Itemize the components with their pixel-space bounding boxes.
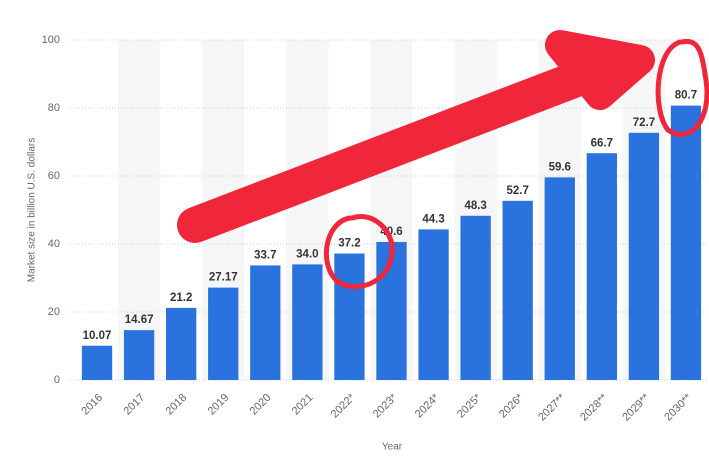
bar (586, 153, 617, 380)
arrow-head (545, 30, 655, 110)
value-label: 37.2 (338, 238, 360, 250)
value-label: 59.6 (549, 161, 571, 173)
annotations (177, 30, 709, 290)
x-tick-label: 2025* (455, 391, 484, 420)
bar (81, 345, 113, 380)
x-tick-label: 2030** (662, 391, 694, 423)
value-label: 66.7 (591, 137, 613, 149)
y-tick-label: 20 (48, 306, 60, 318)
y-tick-label: 100 (42, 34, 60, 46)
value-label: 48.3 (464, 200, 486, 212)
band-stripe (118, 40, 161, 380)
circle-2022 (323, 214, 395, 290)
value-label: 80.7 (675, 90, 697, 102)
circle-2030 (655, 38, 709, 137)
bar (292, 264, 323, 380)
x-tick-label: 2023* (371, 391, 400, 420)
y-tick-label: 80 (48, 102, 60, 114)
bar (670, 105, 702, 381)
x-tick-label: 2020 (248, 392, 274, 418)
y-tick-label: 0 (54, 374, 60, 386)
x-tick-label: 2028** (578, 391, 610, 423)
bar (544, 177, 575, 380)
x-tick-label: 2021 (290, 392, 316, 418)
x-tick-label: 2017 (121, 392, 147, 418)
value-label: 14.67 (125, 314, 154, 326)
x-tick-label: 2016 (79, 392, 105, 418)
bar (166, 307, 197, 380)
bar (418, 229, 449, 380)
y-tick-label: 40 (48, 238, 60, 250)
x-tick-label: 2018 (164, 392, 190, 418)
y-axis-title: Market size in billion U.S. dollars (27, 138, 38, 283)
x-tick-label: 2029** (620, 391, 652, 423)
value-label: 21.2 (170, 292, 192, 304)
value-label: 10.07 (83, 330, 112, 342)
bar (334, 253, 365, 380)
value-label: 72.7 (633, 117, 655, 129)
value-label: 33.7 (254, 249, 276, 261)
value-label: 34.0 (296, 248, 318, 260)
value-label: 52.7 (507, 185, 529, 197)
x-tick-label: 2022* (329, 391, 358, 420)
y-tick-label: 60 (48, 170, 60, 182)
value-label: 27.17 (209, 272, 238, 284)
x-tick-label: 2019 (206, 392, 232, 418)
x-tick-label: 2026* (497, 391, 526, 420)
x-tick-label: 2024* (413, 391, 442, 420)
bar (502, 200, 533, 380)
bar (250, 265, 281, 380)
x-axis-title: Year (382, 442, 403, 453)
bar (208, 287, 239, 380)
bar (628, 132, 660, 380)
value-label: 44.3 (422, 213, 444, 225)
x-tick-label: 2027** (536, 391, 568, 423)
arrow-shaft (177, 52, 618, 243)
bar (460, 215, 491, 380)
bar (123, 330, 155, 380)
